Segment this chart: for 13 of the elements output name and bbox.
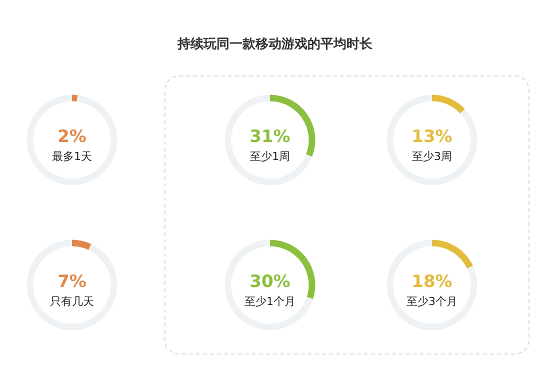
data-label: 13% xyxy=(412,127,452,147)
data-label: 30% xyxy=(250,272,290,292)
slice-label: 最多1天 xyxy=(52,150,92,163)
data-label: 31% xyxy=(250,127,290,147)
slice-label: 至少1个月 xyxy=(244,295,296,308)
slice-label: 至少1周 xyxy=(250,150,290,163)
data-label: 7% xyxy=(58,272,86,292)
slice-label: 至少3个月 xyxy=(406,295,458,308)
data-label: 2% xyxy=(58,127,86,147)
slice-label: 只有几天 xyxy=(50,295,94,308)
slice-label: 至少3周 xyxy=(412,150,452,163)
data-label: 18% xyxy=(412,272,452,292)
text: 持续玩同一款移动游戏的平均时长 xyxy=(176,37,374,52)
